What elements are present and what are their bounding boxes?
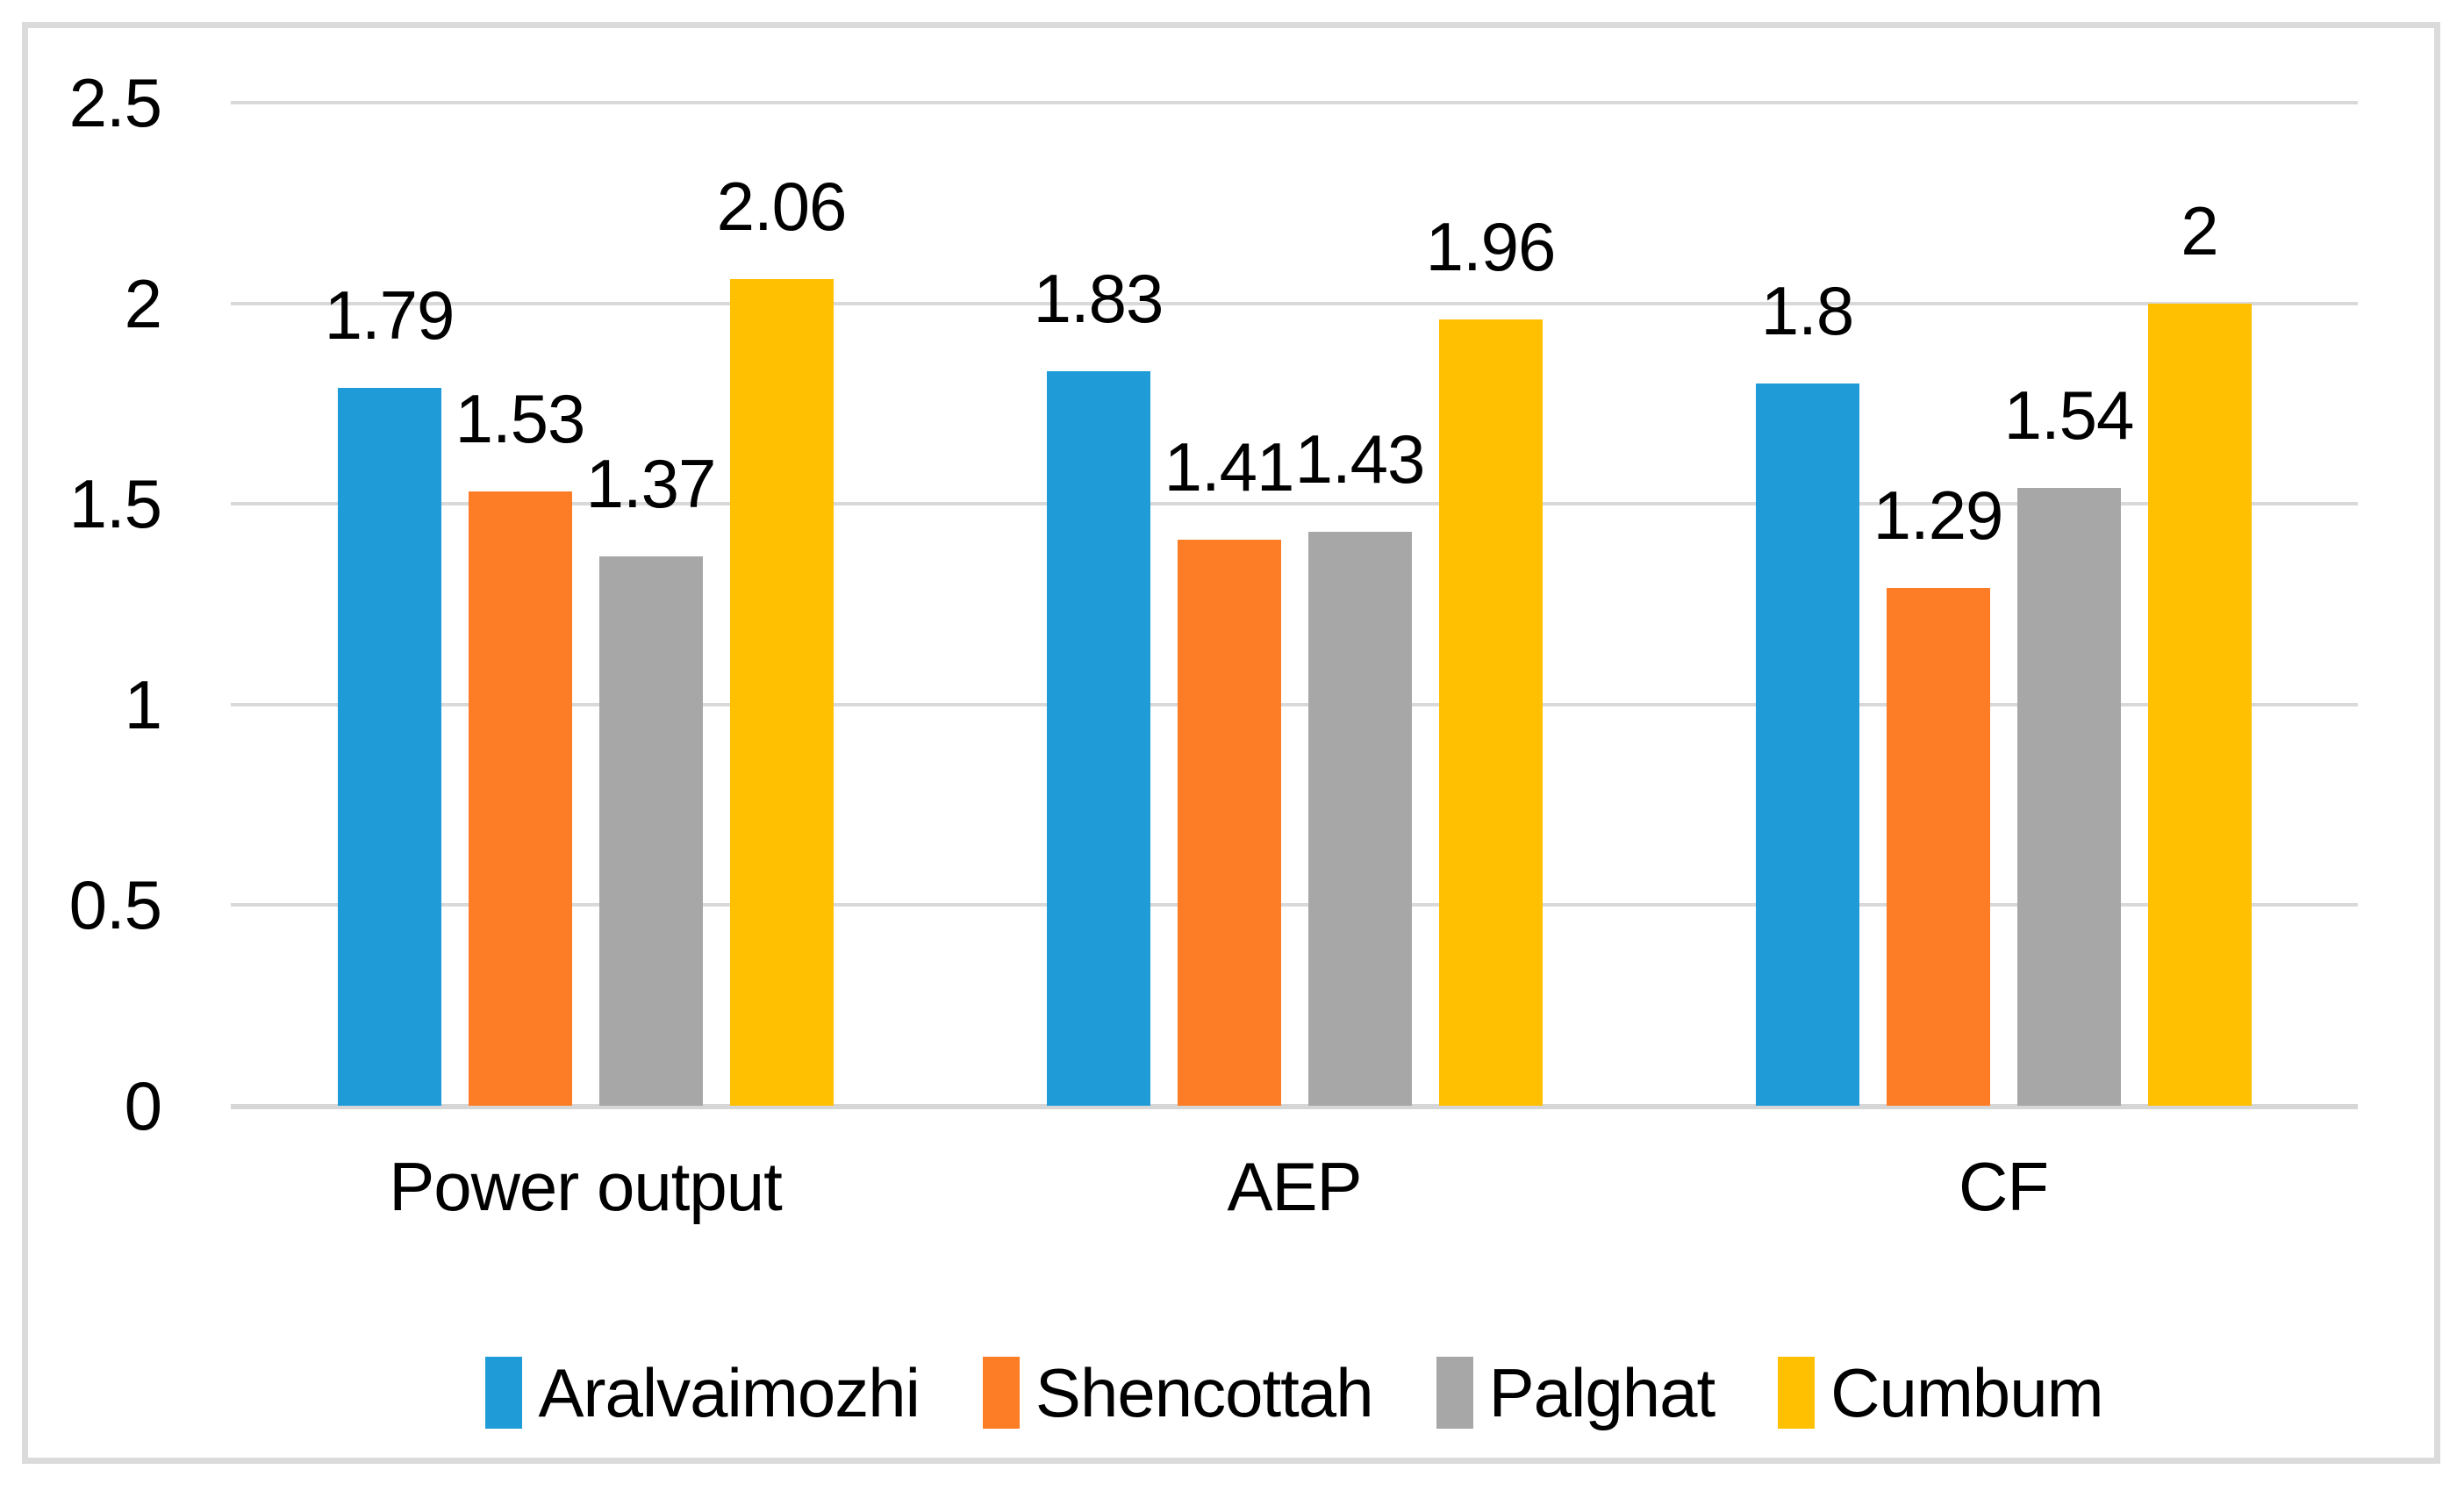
gridline — [231, 502, 2358, 506]
bar-group-cf: 1.8 1.29 1.54 2 — [1649, 103, 2358, 1106]
data-label: 1.29 — [1873, 477, 2004, 555]
data-label: 1.83 — [1033, 260, 1164, 338]
bar-shencottah — [1886, 588, 1990, 1106]
gridline — [231, 903, 2358, 907]
legend-item-palghat: Palghat — [1436, 1357, 1715, 1429]
legend-label: Cumbum — [1830, 1354, 2103, 1431]
bar-palghat — [1307, 532, 1412, 1106]
y-axis-tick-label: 0 — [124, 1067, 162, 1144]
legend-item-shencottah: Shencottah — [982, 1354, 1374, 1431]
y-axis-tick-label: 2.5 — [68, 64, 162, 141]
data-label: 1.96 — [1425, 207, 1557, 285]
bar-cumbum — [1438, 319, 1543, 1106]
x-axis-category-labels: Power output AEP CF — [231, 1141, 2358, 1232]
bar-shencottah — [468, 491, 572, 1106]
gridline — [231, 702, 2358, 706]
x-axis-category-label: Power output — [389, 1148, 783, 1225]
legend-label: Palghat — [1488, 1354, 1716, 1431]
legend-marker-icon — [485, 1357, 523, 1429]
y-axis-tick-label: 1 — [124, 665, 162, 743]
data-label: 1.8 — [1760, 272, 1854, 350]
legend: Aralvaimozhi Shencottah Palghat Cumbum — [231, 1344, 2358, 1441]
legend-marker-icon — [1436, 1357, 1473, 1429]
legend-item-cumbum: Cumbum — [1778, 1354, 2104, 1431]
x-axis-line — [231, 1104, 2358, 1109]
legend-item-aralvaimozhi: Aralvaimozhi — [485, 1354, 920, 1431]
legend-label: Aralvaimozhi — [538, 1354, 920, 1431]
bar-cumbum — [729, 279, 834, 1106]
legend-label: Shencottah — [1035, 1354, 1374, 1431]
data-label: 1.79 — [324, 276, 455, 354]
y-axis-tick-label: 1.5 — [68, 465, 162, 543]
bar-aralvaimozhi — [337, 387, 441, 1106]
data-label: 1.54 — [2003, 376, 2135, 454]
data-label: 1.43 — [1294, 420, 1426, 498]
bar-palghat — [598, 556, 703, 1106]
bar-cumbum — [2147, 303, 2252, 1106]
bar-aralvaimozhi — [1046, 371, 1150, 1106]
legend-marker-icon — [1778, 1357, 1816, 1429]
bar-palghat — [2016, 487, 2121, 1106]
y-axis-tick-label: 2 — [124, 264, 162, 342]
data-label: 1.41 — [1164, 428, 1295, 506]
bar-group-aep: 1.83 1.41 1.43 1.96 — [940, 103, 1649, 1106]
bar-group-power-output: 1.79 1.53 1.37 2.06 — [231, 103, 940, 1106]
gridline — [231, 301, 2358, 305]
legend-marker-icon — [982, 1357, 1020, 1429]
x-axis-category-label: AEP — [1227, 1148, 1362, 1225]
x-axis-category-label: CF — [1959, 1148, 2049, 1225]
bar-shencottah — [1177, 540, 1281, 1106]
data-label: 2 — [2181, 191, 2218, 269]
gridline — [231, 101, 2358, 104]
y-axis-tick-label: 0.5 — [68, 866, 162, 944]
bar-aralvaimozhi — [1755, 384, 1859, 1106]
data-label: 1.37 — [585, 444, 717, 522]
data-label: 1.53 — [455, 380, 586, 458]
plot-area: 1.79 1.53 1.37 2.06 1.83 1.41 1.43 1.96 1.8 1.29 1… — [231, 101, 2358, 1109]
data-label: 2.06 — [716, 168, 848, 246]
